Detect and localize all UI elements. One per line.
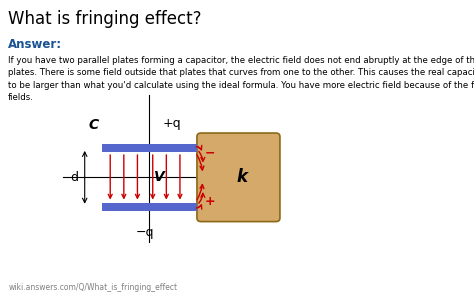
Text: If you have two parallel plates forming a capacitor, the electric field does not: If you have two parallel plates forming … <box>8 56 474 102</box>
Text: C: C <box>88 118 98 132</box>
Text: k: k <box>237 168 247 186</box>
Text: Answer:: Answer: <box>8 38 62 51</box>
Text: d: d <box>70 171 78 184</box>
Text: V: V <box>155 170 165 184</box>
Text: −q: −q <box>136 226 154 239</box>
Text: +: + <box>205 195 216 208</box>
Text: +q: +q <box>163 118 182 131</box>
Text: What is fringing effect?: What is fringing effect? <box>8 10 202 28</box>
FancyBboxPatch shape <box>102 202 197 211</box>
Text: −: − <box>205 146 216 159</box>
Text: wiki.answers.com/Q/What_is_fringing_effect: wiki.answers.com/Q/What_is_fringing_effe… <box>8 283 177 292</box>
FancyBboxPatch shape <box>197 133 280 222</box>
FancyBboxPatch shape <box>102 144 197 152</box>
